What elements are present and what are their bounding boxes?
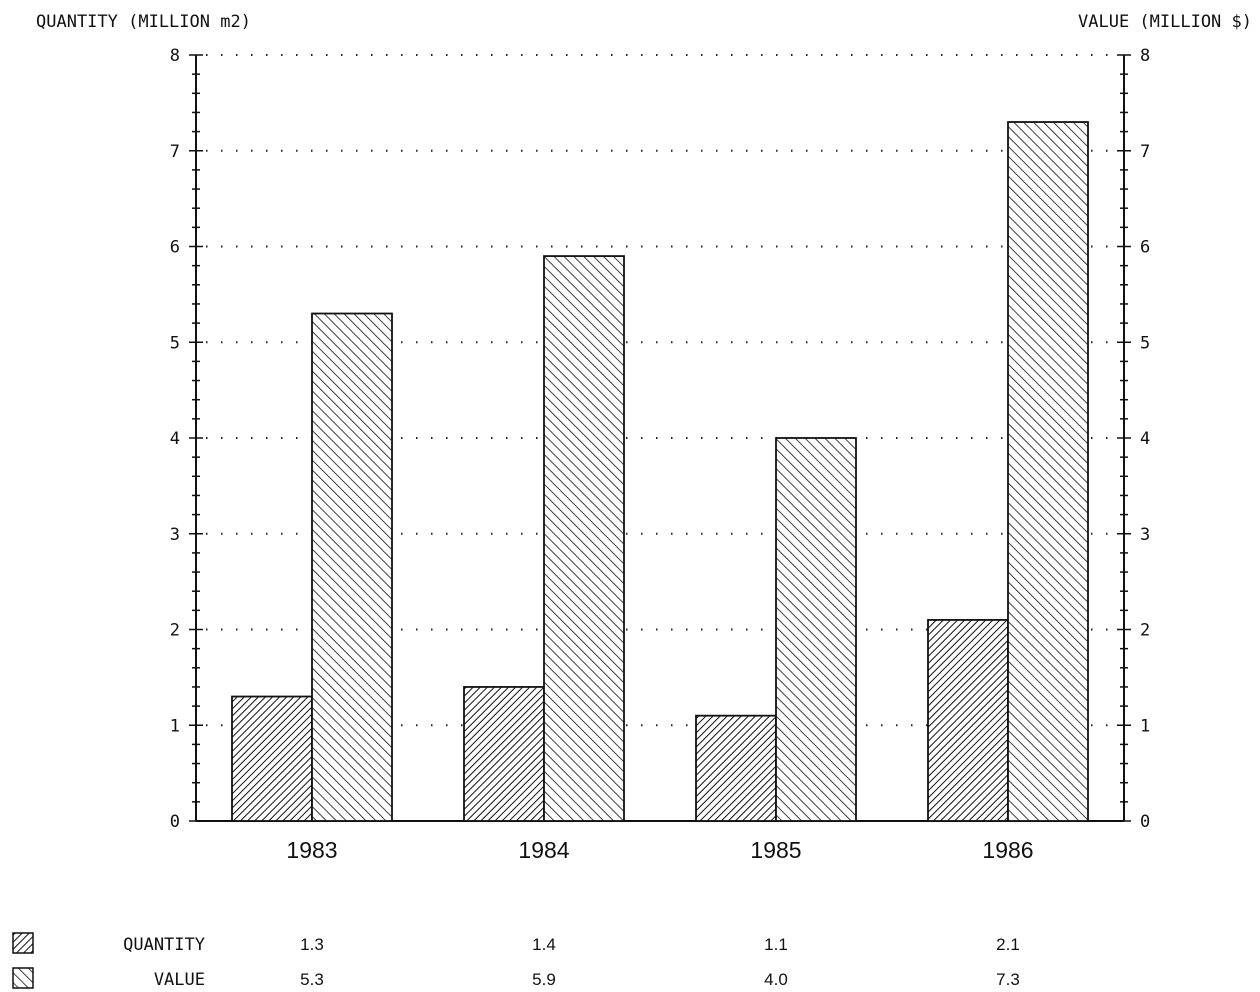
- table-value: 4.0: [764, 970, 788, 989]
- y-tick-label-right: 1: [1140, 716, 1150, 736]
- legend-swatch-value: [12, 967, 34, 989]
- y-tick-label-left: 8: [170, 46, 180, 66]
- table-value: 2.1: [996, 935, 1020, 954]
- y-tick-label-right: 6: [1140, 238, 1150, 258]
- table-value: 5.9: [532, 970, 556, 989]
- legend-label-quantity: QUANTITY: [123, 935, 205, 955]
- y-tick-label-left: 6: [170, 238, 180, 258]
- y-tick-label-right: 0: [1140, 812, 1150, 832]
- x-category-label: 1983: [286, 837, 337, 863]
- y-tick-label-left: 7: [170, 142, 180, 162]
- y-tick-label-right: 7: [1140, 142, 1150, 162]
- bar-quantity-1983: [231, 695, 313, 822]
- category-labels: 1983 1984 1985 1986: [286, 837, 1033, 863]
- tick-labels: 0 0 1 1 2 2 3 3 4 4 5 5 6 6 7 7 8 8: [170, 46, 1151, 832]
- y-tick-label-left: 5: [170, 333, 180, 353]
- bar-value-1985: [775, 437, 857, 822]
- y-tick-label-left: 3: [170, 525, 180, 545]
- x-category-label: 1984: [518, 837, 569, 863]
- y-tick-label-right: 5: [1140, 333, 1150, 353]
- y-tick-label-left: 0: [170, 812, 180, 832]
- table-value: 5.3: [300, 970, 324, 989]
- table-value: 7.3: [996, 970, 1020, 989]
- bar-quantity-1984: [463, 686, 545, 822]
- legend-swatch-quantity: [12, 932, 34, 954]
- y-tick-label-right: 3: [1140, 525, 1150, 545]
- y-tick-label-left: 1: [170, 716, 180, 736]
- table-value: 1.3: [300, 935, 324, 954]
- bars: [231, 121, 1089, 822]
- x-category-label: 1985: [750, 837, 801, 863]
- bar-quantity-1986: [927, 619, 1009, 822]
- table-value: 1.4: [532, 935, 556, 954]
- bar-value-1986: [1007, 121, 1089, 822]
- bar-quantity-1985: [695, 714, 777, 822]
- legend-label-value: VALUE: [154, 970, 205, 990]
- x-category-label: 1986: [982, 837, 1033, 863]
- bar-value-1983: [311, 312, 393, 822]
- y-axis-title-right: VALUE (MILLION $): [1078, 12, 1252, 32]
- y-tick-label-left: 2: [170, 621, 180, 641]
- y-tick-label-left: 4: [170, 429, 180, 449]
- bar-value-1984: [543, 255, 625, 822]
- table-value: 1.1: [764, 935, 788, 954]
- y-tick-label-right: 4: [1140, 429, 1150, 449]
- y-tick-label-right: 2: [1140, 621, 1150, 641]
- y-tick-label-right: 8: [1140, 46, 1150, 66]
- data-table: QUANTITY 1.3 1.4 1.1 2.1 VALUE 5.3 5.9 4.0 7.3: [12, 932, 1020, 990]
- y-axis-title-left: QUANTITY (MILLION m2): [36, 12, 251, 32]
